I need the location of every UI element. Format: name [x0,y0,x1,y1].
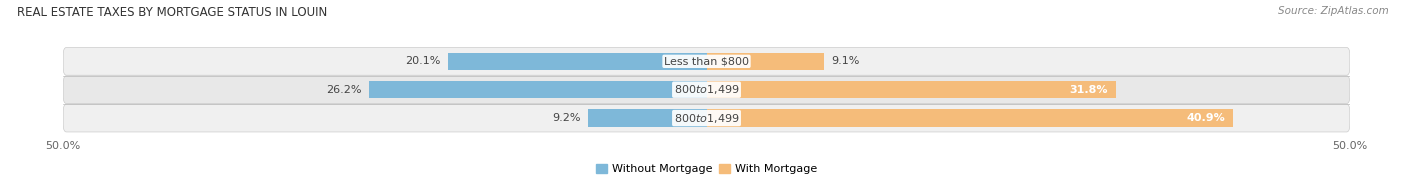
Bar [707,81,1115,98]
Text: 9.1%: 9.1% [831,56,859,66]
Bar [707,109,1233,127]
Text: 26.2%: 26.2% [326,85,361,95]
Text: $800 to $1,499: $800 to $1,499 [673,83,740,96]
Text: 40.9%: 40.9% [1187,113,1225,123]
Text: REAL ESTATE TAXES BY MORTGAGE STATUS IN LOUIN: REAL ESTATE TAXES BY MORTGAGE STATUS IN … [17,6,328,19]
Bar [449,52,707,70]
Bar [588,109,707,127]
Text: Source: ZipAtlas.com: Source: ZipAtlas.com [1278,6,1389,16]
Bar [370,81,707,98]
FancyBboxPatch shape [63,47,1350,75]
Text: Less than $800: Less than $800 [664,56,749,66]
Text: 9.2%: 9.2% [553,113,581,123]
Legend: Without Mortgage, With Mortgage: Without Mortgage, With Mortgage [592,159,821,179]
Text: 20.1%: 20.1% [405,56,440,66]
FancyBboxPatch shape [63,104,1350,132]
Text: 31.8%: 31.8% [1070,85,1108,95]
FancyBboxPatch shape [63,76,1350,104]
Text: $800 to $1,499: $800 to $1,499 [673,112,740,125]
Bar [707,52,824,70]
